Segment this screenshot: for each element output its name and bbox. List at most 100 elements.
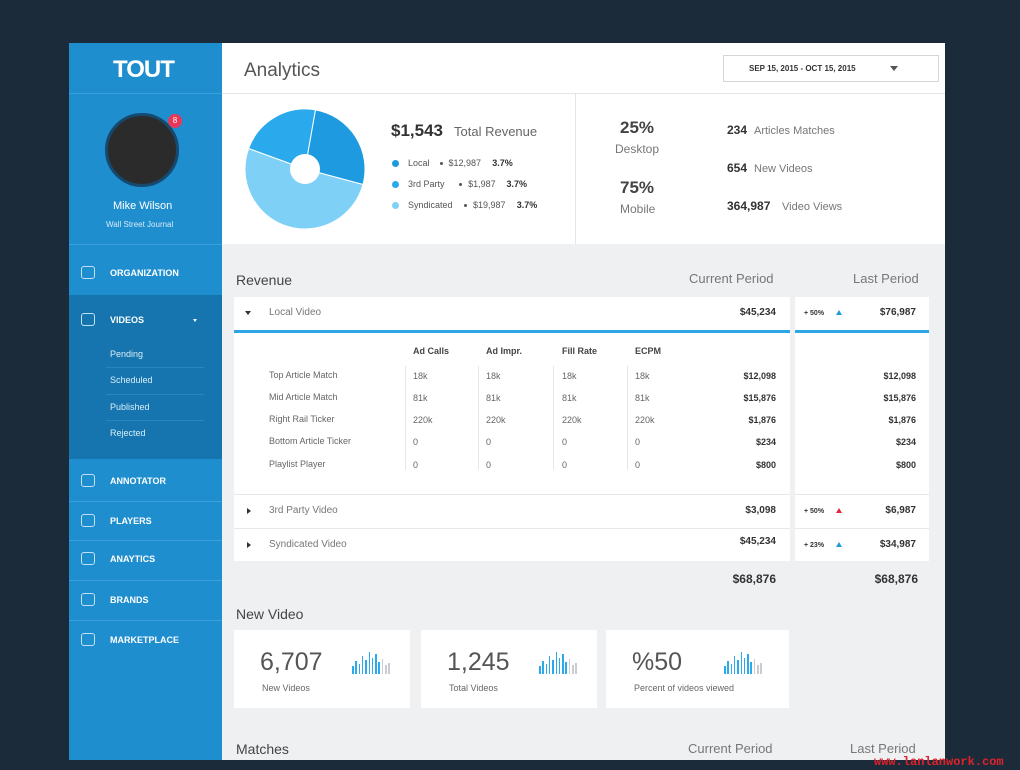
detail-cell: 0 xyxy=(635,437,641,448)
user-org: Wall Street Journal xyxy=(106,220,174,229)
nav-subitem[interactable]: Published xyxy=(110,401,150,412)
nav-subitem[interactable]: Pending xyxy=(110,348,144,359)
device-label: Mobile xyxy=(620,202,656,216)
change-arrow xyxy=(836,310,842,315)
nav-icon xyxy=(81,633,95,646)
nav-icon xyxy=(81,474,95,487)
nav-item[interactable]: ANNOTATOR xyxy=(110,475,166,486)
detail-cell: 0 xyxy=(413,459,419,470)
sparkline-bar xyxy=(368,652,371,674)
device-pct: 75% xyxy=(620,177,655,197)
detail-name: Playlist Player xyxy=(269,458,326,469)
sparkline-bar xyxy=(724,666,726,674)
expand-caret[interactable] xyxy=(245,311,251,315)
pie xyxy=(244,108,366,230)
nav-item[interactable]: PLAYERS xyxy=(110,515,152,526)
sparkline-bar xyxy=(355,661,357,674)
detail-current: $15,876 xyxy=(743,392,776,403)
expand-caret[interactable] xyxy=(247,508,251,514)
sparkline-bar xyxy=(358,664,361,674)
sparkline-bar xyxy=(365,660,367,674)
detail-cell: 0 xyxy=(562,459,568,470)
device-label: Desktop xyxy=(615,142,660,156)
row-name[interactable]: Syndicated Video xyxy=(269,539,347,550)
section-title: New Video xyxy=(236,606,304,622)
nav-item[interactable]: ORGANIZATION xyxy=(110,267,179,278)
nav-subitem[interactable]: Scheduled xyxy=(110,375,153,385)
legend-amount: $19,987 xyxy=(473,199,506,210)
column-divider xyxy=(478,366,479,470)
detail-last: $800 xyxy=(895,459,916,470)
card-label: New Videos xyxy=(262,682,310,693)
column-header: Last Period xyxy=(853,270,919,286)
pie-slice xyxy=(244,147,364,230)
detail-name: Right Rail Ticker xyxy=(269,414,335,425)
sparkline-bar xyxy=(378,662,380,674)
sparkline-bar xyxy=(730,664,733,674)
sparkline-bar xyxy=(361,656,364,674)
row-last: $76,987 xyxy=(879,307,916,318)
detail-current: $800 xyxy=(755,459,776,470)
detail-cell: 0 xyxy=(486,437,492,448)
sparkline-bar xyxy=(548,656,551,674)
legend-dot xyxy=(392,160,399,167)
detail-cell: 220k xyxy=(486,415,506,426)
total-label: Total Revenue xyxy=(454,123,538,139)
expand-caret[interactable] xyxy=(247,542,251,548)
detail-cell: 0 xyxy=(413,437,419,448)
sparkline-bar xyxy=(385,665,387,674)
total-revenue: $1,543 xyxy=(391,120,443,140)
separator-dot xyxy=(439,162,443,165)
sparkline-bar xyxy=(575,663,577,674)
row-change: + 50% xyxy=(804,507,825,515)
detail-cell: 220k xyxy=(562,415,582,426)
change-arrow xyxy=(836,542,842,547)
column-divider xyxy=(405,366,406,470)
sparkline-bar xyxy=(740,652,743,674)
total-last: $68,876 xyxy=(874,572,918,586)
detail-cell: 81k xyxy=(635,392,650,403)
row-current: $45,234 xyxy=(739,307,776,318)
detail-cell: 18k xyxy=(413,370,428,381)
device-pct: 25% xyxy=(620,117,655,137)
card-value: 1,245 xyxy=(447,647,510,676)
sparkline-bar xyxy=(757,665,759,674)
sparkline-bar xyxy=(737,660,739,674)
nav-item[interactable]: BRANDS xyxy=(110,594,149,605)
detail-cell: 220k xyxy=(635,415,655,426)
stat-card xyxy=(421,630,597,708)
row-name[interactable]: 3rd Party Video xyxy=(269,505,338,516)
pie-slice xyxy=(304,109,366,186)
legend-name: Syndicated xyxy=(408,199,453,210)
legend-name: 3rd Party xyxy=(408,178,445,189)
detail-last: $234 xyxy=(895,437,916,448)
detail-last: $15,876 xyxy=(883,392,916,403)
divider xyxy=(795,528,929,529)
row-name[interactable]: Local Video xyxy=(269,307,322,318)
divider xyxy=(234,528,790,529)
card-label: Total Videos xyxy=(449,682,498,693)
sparkline-bar xyxy=(568,659,571,674)
nav-icon xyxy=(81,313,95,326)
nav-item[interactable]: ANAYTICS xyxy=(110,553,156,564)
nav-item[interactable]: MARKETPLACE xyxy=(110,634,179,645)
separator-dot xyxy=(464,204,467,207)
sparkline-bar xyxy=(371,658,374,674)
divider xyxy=(575,94,576,244)
detail-last: $12,098 xyxy=(883,370,916,381)
column-divider xyxy=(627,366,628,470)
sparkline-bar xyxy=(545,664,548,674)
legend-name: Local xyxy=(408,157,430,168)
date-dropdown[interactable] xyxy=(723,55,939,82)
nav-item[interactable]: VIDEOS xyxy=(110,314,145,325)
nav-icon xyxy=(81,514,95,527)
nav-subitem[interactable]: Rejected xyxy=(110,428,146,438)
sparkline-bar xyxy=(760,663,762,674)
sparkline-bar xyxy=(733,656,736,674)
detail-cell: 18k xyxy=(635,370,650,381)
separator-dot xyxy=(459,183,463,186)
divider xyxy=(69,540,222,541)
row-current: $3,098 xyxy=(745,505,776,516)
pie-hole xyxy=(290,154,320,184)
page-title: Analytics xyxy=(244,59,321,81)
